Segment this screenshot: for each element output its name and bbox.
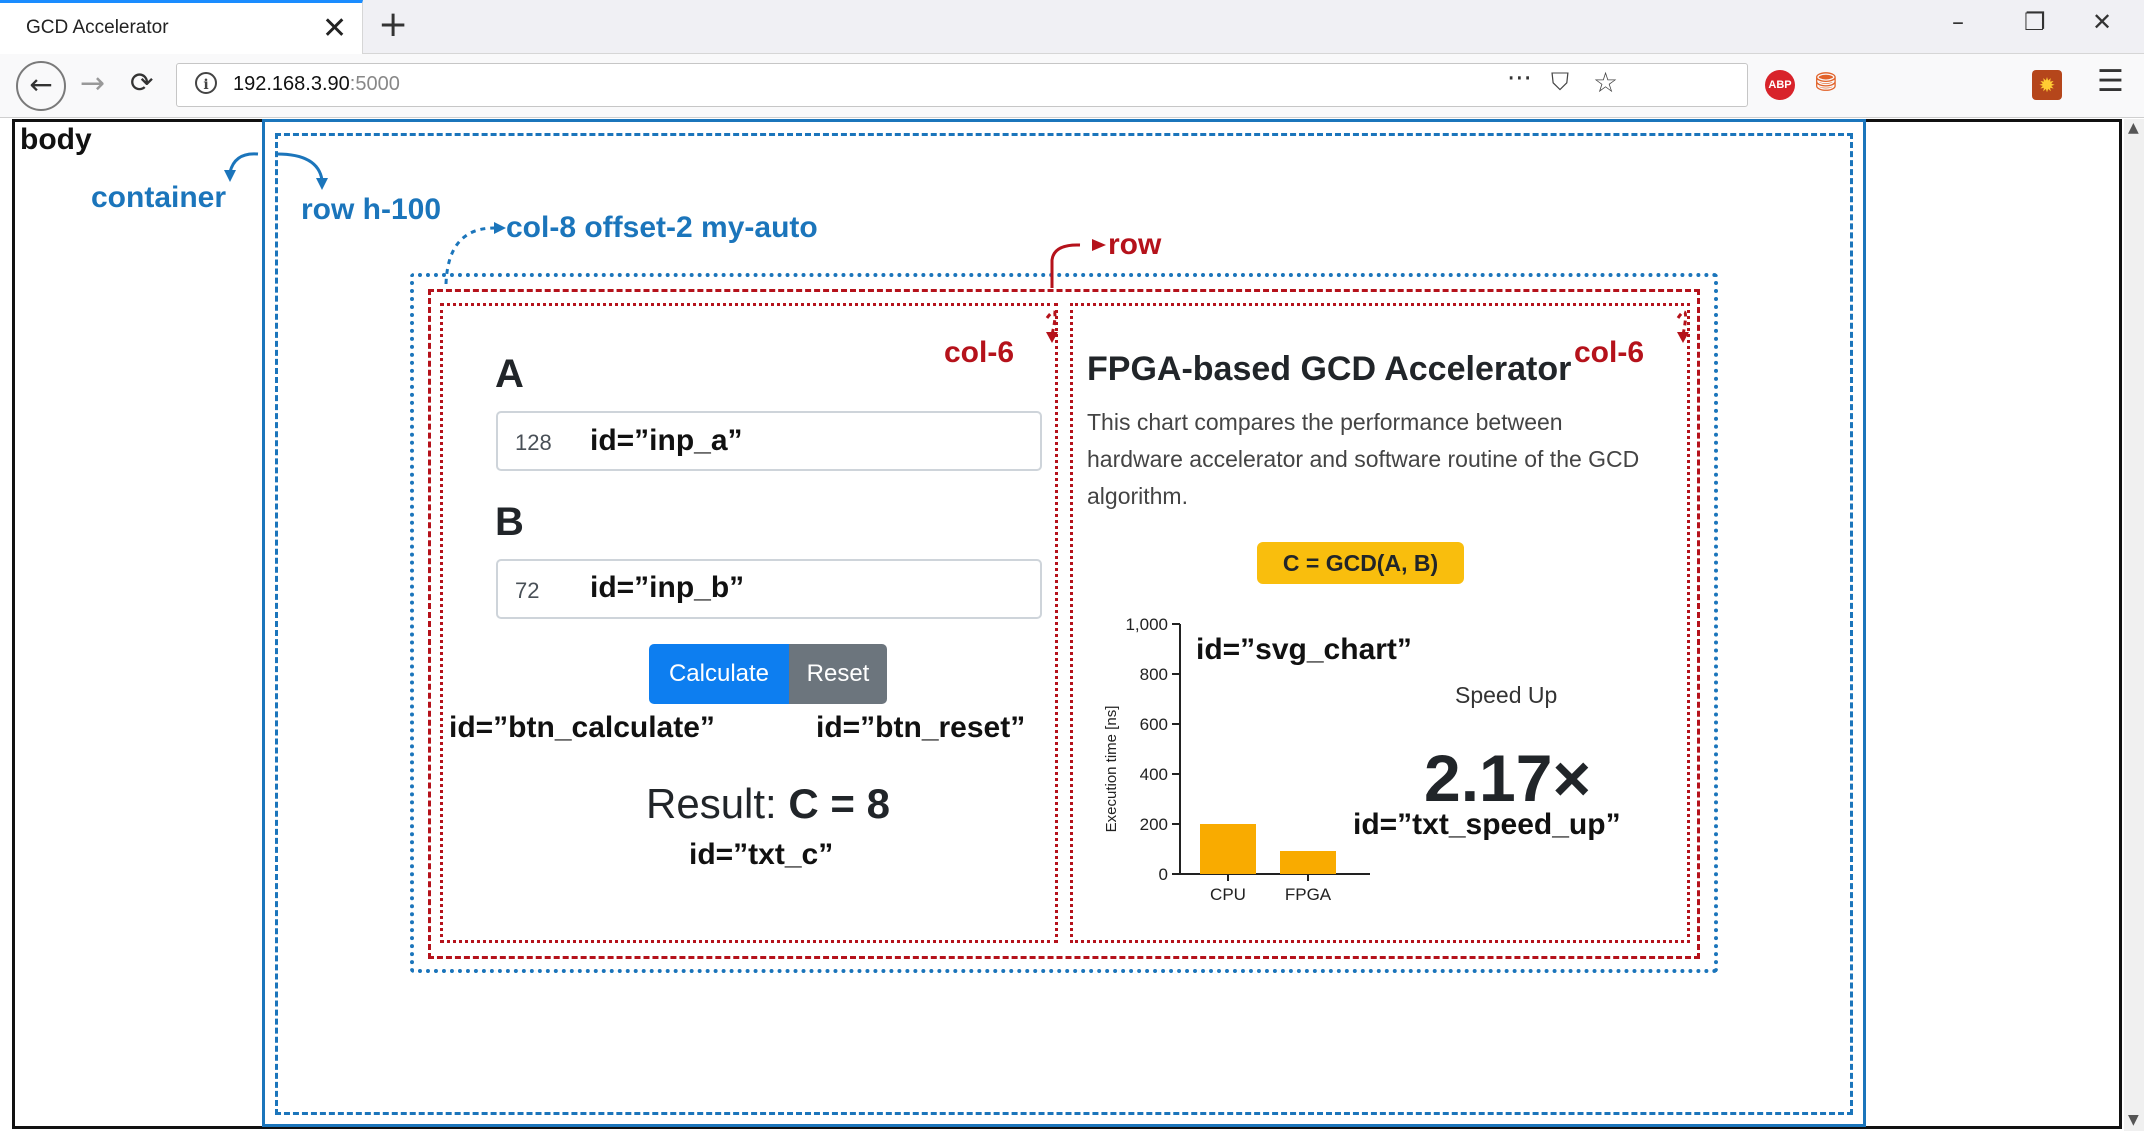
reset-button[interactable]: Reset (789, 644, 887, 704)
execution-time-chart: 0 200 400 600 800 1,000 CPU FPGA Execution time … (1103, 615, 1370, 904)
calculate-button[interactable]: Calculate (649, 644, 789, 704)
annotation-col6-right: col-6 (1574, 336, 1645, 369)
extension-icon[interactable]: ⛃ (1815, 68, 1837, 98)
browser-tab[interactable]: GCD Accelerator ✕ (0, 0, 363, 54)
scroll-down-icon[interactable]: ▼ (2128, 1112, 2139, 1128)
annotation-col6-left: col-6 (944, 336, 1015, 369)
label-a: A (495, 352, 524, 396)
restore-icon[interactable]: ❐ (2024, 8, 2046, 36)
reload-icon[interactable]: ⟳ (130, 66, 154, 99)
y-tick-label: 200 (1140, 815, 1168, 834)
forward-icon[interactable]: → (80, 66, 106, 101)
annotation-inp-b: id=”inp_b” (590, 571, 745, 604)
annotation-row-h100: row h-100 (301, 193, 442, 226)
result-value: C = 8 (788, 780, 890, 827)
description: This chart compares the performance betw… (1087, 409, 1640, 509)
close-window-icon[interactable]: ✕ (2092, 8, 2113, 36)
y-tick-label: 400 (1140, 765, 1168, 784)
annotation-btn-calculate: id=”btn_calculate” (449, 711, 715, 744)
annotation-body: body (20, 123, 92, 156)
y-tick-label: 600 (1140, 715, 1168, 734)
url-bar[interactable]: i 192.168.3.90:5000 ··· ⛉ ☆ (176, 63, 1748, 107)
result-prefix: Result: (646, 780, 789, 827)
back-icon[interactable]: ← (16, 61, 66, 111)
annotation-container: container (91, 181, 227, 214)
url-port: :5000 (349, 73, 400, 95)
bar-fpga (1280, 851, 1336, 874)
x-tick-label: FPGA (1285, 885, 1332, 904)
row-h100-box (275, 133, 1853, 1115)
bar-cpu (1200, 824, 1256, 874)
formula-badge: C = GCD(A, B) (1257, 542, 1464, 584)
annotation-inp-a: id=”inp_a” (590, 424, 743, 457)
url-host: 192.168.3.90 (233, 73, 350, 95)
annotation-row: row (1108, 228, 1162, 261)
speedup-label: Speed Up (1455, 682, 1558, 708)
label-b: B (495, 500, 524, 544)
url-text[interactable]: 192.168.3.90:5000 (233, 73, 400, 96)
tab-title: GCD Accelerator (26, 17, 169, 38)
col6-left-box (440, 303, 1058, 943)
result-text: Result: C = 8 (646, 780, 890, 828)
annotation-col8: col-8 offset-2 my-auto (506, 211, 818, 244)
annotation-btn-reset: id=”btn_reset” (816, 711, 1026, 744)
close-tab-icon[interactable]: ✕ (322, 11, 348, 46)
y-tick-label: 1,000 (1125, 615, 1168, 634)
container-box (262, 119, 1866, 1127)
annotation-svg-chart: id=”svg_chart” (1196, 633, 1412, 666)
adblock-icon[interactable]: ABP (1765, 70, 1795, 100)
extension-icon[interactable]: ✹ (2032, 70, 2062, 100)
y-tick-label: 800 (1140, 665, 1168, 684)
new-tab-icon[interactable]: + (378, 4, 409, 45)
input-a-value[interactable]: 128 (515, 430, 552, 455)
annotation-txt-speed-up: id=”txt_speed_up” (1353, 808, 1621, 841)
scroll-up-icon[interactable]: ▲ (2128, 120, 2139, 136)
menu-icon[interactable]: ☰ (2097, 64, 2124, 99)
page-title: FPGA-based GCD Accelerator (1087, 350, 1572, 388)
y-axis-label: Execution time [ns] (1103, 706, 1120, 833)
page-actions-icon[interactable]: ··· (1507, 64, 1532, 94)
annotation-txt-c: id=”txt_c” (689, 838, 834, 871)
input-b[interactable]: 72 (496, 559, 1042, 619)
info-icon[interactable]: i (195, 72, 217, 94)
col6-right-box (1070, 303, 1690, 943)
x-tick-label: CPU (1210, 885, 1246, 904)
pocket-icon[interactable]: ⛉ (1551, 68, 1569, 96)
scrollbar[interactable] (2124, 119, 2144, 1131)
input-b-value[interactable]: 72 (515, 578, 540, 603)
input-a[interactable]: 128 (496, 411, 1042, 471)
speedup-value: 2.17× (1424, 741, 1591, 815)
minimize-icon[interactable]: – (1952, 8, 1964, 36)
y-tick-label: 0 (1159, 865, 1168, 884)
row-box (428, 289, 1700, 959)
star-icon[interactable]: ☆ (1593, 66, 1619, 99)
